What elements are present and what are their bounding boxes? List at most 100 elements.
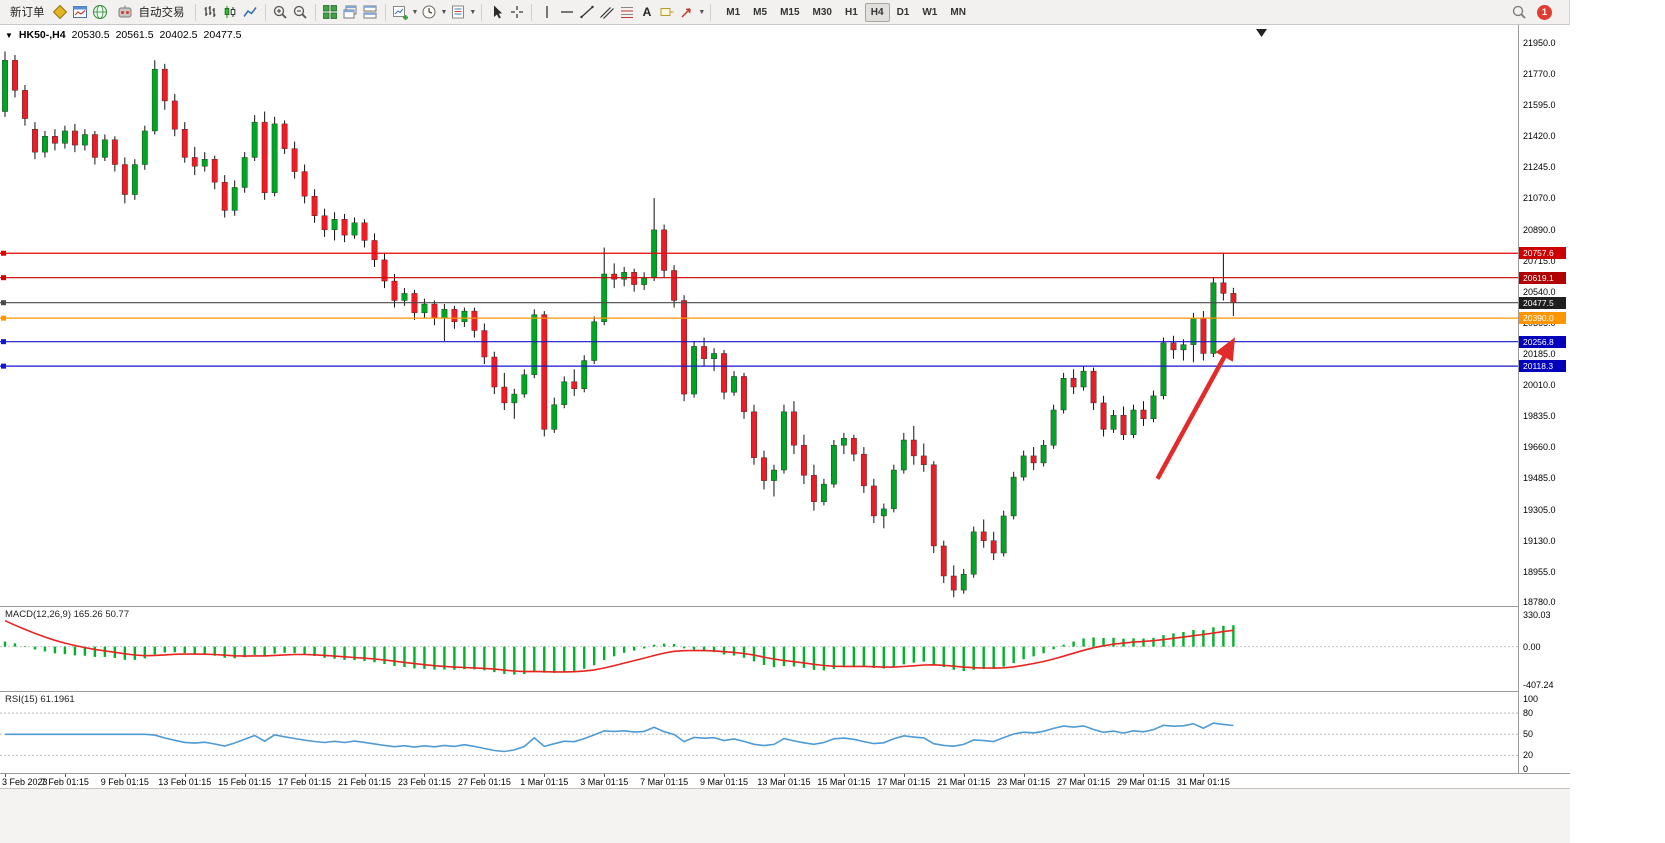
periods-icon[interactable]: [419, 3, 438, 22]
time-axis-tick: [484, 774, 486, 777]
zoom-out-icon[interactable]: [291, 3, 310, 22]
chart-collapse-icon[interactable]: ▼: [5, 30, 13, 40]
auto-trading-button[interactable]: 自动交易: [111, 2, 190, 23]
new-chart-icon[interactable]: [391, 3, 410, 22]
rsi-indicator-label: RSI(15) 61.1961: [5, 694, 75, 705]
new-order-button[interactable]: 新订单: [5, 2, 50, 23]
window-bottom-strip: [0, 788, 1570, 843]
rsi-line: [5, 722, 1234, 753]
price-axis-label: 21420.0: [1523, 131, 1556, 142]
panel-separator[interactable]: [0, 606, 1570, 607]
label-icon[interactable]: [657, 3, 676, 22]
toolbar-separator: [384, 3, 386, 21]
rsi-axis-label: 0: [1523, 764, 1529, 775]
price-axis-label: 21245.0: [1523, 162, 1556, 173]
timeframe-toolbar: M1 M5 M15 M30 H1 H4 D1 W1 MN: [720, 2, 972, 22]
time-axis-label: 15 Mar 01:15: [817, 777, 871, 787]
text-icon[interactable]: A: [637, 3, 656, 22]
timeframe-button-m15[interactable]: M15: [780, 6, 800, 18]
data-window-icon[interactable]: [71, 3, 90, 22]
templates-icon[interactable]: [448, 3, 467, 22]
panel-separator[interactable]: [0, 691, 1570, 692]
timeframe-button-h1[interactable]: H1: [844, 6, 858, 18]
candlestick-series: [2, 51, 1237, 598]
price-level-badge-20619.1: 20619.1: [1519, 271, 1566, 284]
candlestick-chart-icon[interactable]: [221, 3, 240, 22]
ohlc-high: 20561.5: [115, 29, 154, 41]
time-axis-label: 3 Mar 01:15: [580, 777, 629, 787]
trendline-icon[interactable]: [577, 3, 596, 22]
trend-arrow-annotation[interactable]: [1155, 337, 1235, 480]
price-axis-label: 21770.0: [1523, 69, 1556, 80]
rsi-panel-canvas[interactable]: [0, 692, 1518, 773]
timeframe-button-m30[interactable]: M30: [812, 6, 832, 18]
macd-histogram: [3, 625, 1235, 675]
price-axis-label: 20540.0: [1523, 286, 1556, 297]
market-watch-icon[interactable]: [51, 3, 70, 22]
shapes-icon[interactable]: [677, 3, 696, 22]
time-axis-label: 9 Feb 01:15: [100, 777, 149, 787]
time-axis-label: 7 Feb 01:15: [40, 777, 89, 787]
time-axis-tick: [184, 774, 186, 777]
chevron-down-icon[interactable]: ▼: [698, 8, 706, 16]
price-axis-label: 20010.0: [1523, 380, 1556, 391]
level-line-anchor: [1, 275, 6, 281]
ohlc-low: 20402.5: [159, 29, 198, 41]
time-axis-label: 23 Feb 01:15: [397, 777, 451, 787]
chevron-down-icon[interactable]: ▼: [440, 8, 448, 16]
price-level-badge-20477.5: 20477.5: [1519, 296, 1566, 309]
timeframe-button-m5[interactable]: M5: [753, 6, 768, 18]
price-chart-canvas[interactable]: [0, 25, 1518, 606]
time-axis-label: 27 Mar 01:15: [1057, 777, 1111, 787]
rsi-axis-label: 100: [1523, 694, 1539, 705]
chart-header: ▼ HK50-,H4 20530.5 20561.5 20402.5 20477…: [5, 29, 241, 41]
level-line-anchor: [1, 300, 6, 306]
time-axis-label: 15 Feb 01:15: [218, 777, 272, 787]
time-axis-tick: [604, 774, 606, 777]
line-chart-icon[interactable]: [241, 3, 260, 22]
horizontal-line-icon[interactable]: [557, 3, 576, 22]
tile-windows-icon[interactable]: [321, 3, 340, 22]
price-axis[interactable]: 21950.0 21770.0 21595.0 21420.0 21245.0 21070…: [1518, 25, 1570, 775]
time-axis-label: 1 Mar 01:15: [520, 777, 569, 787]
timeframe-button-h4[interactable]: H4: [864, 2, 890, 22]
price-axis-label: 21070.0: [1523, 193, 1556, 204]
timeframe-button-w1[interactable]: W1: [922, 6, 938, 18]
timeframe-button-m1[interactable]: M1: [726, 6, 741, 18]
macd-panel-canvas[interactable]: [0, 607, 1518, 691]
crosshair-icon[interactable]: [507, 3, 526, 22]
time-axis-label: 7 Mar 01:15: [640, 777, 689, 787]
auto-trading-label: 自动交易: [138, 7, 185, 19]
time-axis-label: 17 Feb 01:15: [278, 777, 332, 787]
time-axis-tick: [1143, 774, 1145, 777]
zoom-in-icon[interactable]: [271, 3, 290, 22]
level-line-anchor: [1, 339, 6, 345]
equidistant-channel-icon[interactable]: [597, 3, 616, 22]
cursor-icon[interactable]: [487, 3, 506, 22]
vertical-line-icon[interactable]: [537, 3, 556, 22]
tile-horizontal-icon[interactable]: [361, 3, 380, 22]
notification-badge[interactable]: 1: [1537, 4, 1552, 20]
chevron-down-icon[interactable]: ▼: [411, 8, 419, 16]
fibonacci-icon[interactable]: [617, 3, 636, 22]
chevron-down-icon[interactable]: ▼: [469, 8, 477, 16]
price-axis-label: 21595.0: [1523, 100, 1556, 111]
cascade-windows-icon[interactable]: [341, 3, 360, 22]
macd-axis-label: 0.00: [1523, 641, 1541, 652]
price-axis-label: 18780.0: [1523, 597, 1556, 608]
bar-chart-icon[interactable]: [201, 3, 220, 22]
price-level-badge-20256.8: 20256.8: [1519, 335, 1566, 348]
navigator-icon[interactable]: [91, 3, 110, 22]
price-axis-label: 19305.0: [1523, 504, 1556, 515]
toolbar-separator: [481, 3, 483, 21]
chart-panels: ▼ HK50-,H4 20530.5 20561.5 20402.5 20477…: [0, 25, 1570, 788]
timeframe-button-mn[interactable]: MN: [950, 6, 966, 18]
timeframe-button-d1[interactable]: D1: [896, 6, 910, 18]
time-axis-label: 21 Mar 01:15: [937, 777, 991, 787]
toolbar-separator: [314, 3, 316, 21]
price-axis-label: 19660.0: [1523, 442, 1556, 453]
time-axis-tick: [244, 774, 246, 777]
search-icon[interactable]: [1509, 3, 1528, 22]
time-axis-tick: [724, 774, 726, 777]
time-axis[interactable]: 3 Feb 2023 7 Feb 01:15 9 Feb 01:15 13 Feb 0…: [0, 773, 1518, 788]
